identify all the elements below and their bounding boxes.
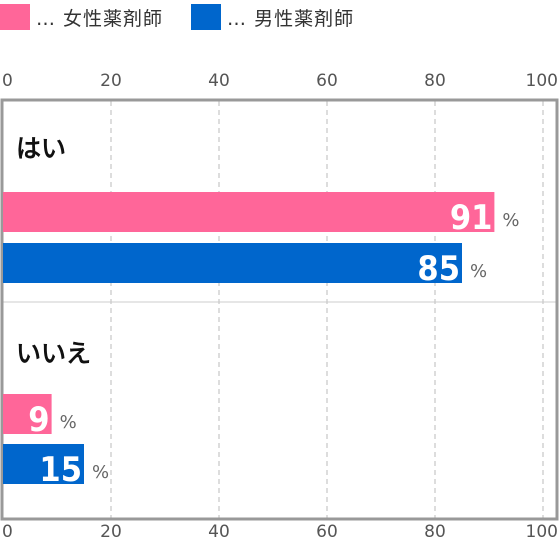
legend-label-male: … 男性薬剤師 — [227, 7, 355, 30]
x-tick-bottom-40: 40 — [208, 522, 230, 542]
bar-value-label-female-0: 91 — [450, 198, 493, 238]
x-tick-bottom-100: 100 — [526, 522, 558, 542]
x-tick-top-20: 20 — [100, 71, 122, 91]
x-tick-bottom-20: 20 — [100, 522, 122, 542]
x-tick-top-60: 60 — [316, 71, 338, 91]
bar-male-0 — [3, 243, 462, 283]
legend-item-female: … 女性薬剤師 — [0, 4, 163, 31]
x-tick-bottom-60: 60 — [316, 522, 338, 542]
legend-swatch-female — [0, 4, 30, 30]
bar-unit-label-male-1: % — [92, 462, 109, 483]
bar-female-1 — [3, 394, 52, 434]
bar-unit-label-male-0: % — [470, 261, 487, 282]
category-label-1: いいえ — [16, 339, 91, 368]
x-tick-top-40: 40 — [208, 71, 230, 91]
plot-frame — [0, 98, 559, 521]
legend-item-male: … 男性薬剤師 — [191, 4, 354, 31]
legend-label-female: … 女性薬剤師 — [36, 7, 164, 30]
bar-female-0 — [3, 192, 495, 232]
x-tick-top-0: 0 — [2, 71, 13, 91]
bar-male-1 — [3, 444, 84, 484]
x-tick-top-100: 100 — [526, 71, 558, 91]
bar-value-label-male-0: 85 — [417, 249, 460, 289]
x-tick-bottom-80: 80 — [424, 522, 446, 542]
legend: … 女性薬剤師 … 男性薬剤師 — [0, 4, 382, 30]
legend-swatch-male — [191, 4, 222, 30]
bar-value-label-male-1: 15 — [39, 450, 82, 490]
category-label-0: はい — [16, 134, 66, 163]
bar-value-label-female-1: 9 — [28, 400, 49, 440]
bar-unit-label-female-1: % — [60, 412, 77, 433]
x-tick-bottom-0: 0 — [2, 522, 13, 542]
bar-unit-label-female-0: % — [502, 210, 519, 231]
x-tick-top-80: 80 — [424, 71, 446, 91]
